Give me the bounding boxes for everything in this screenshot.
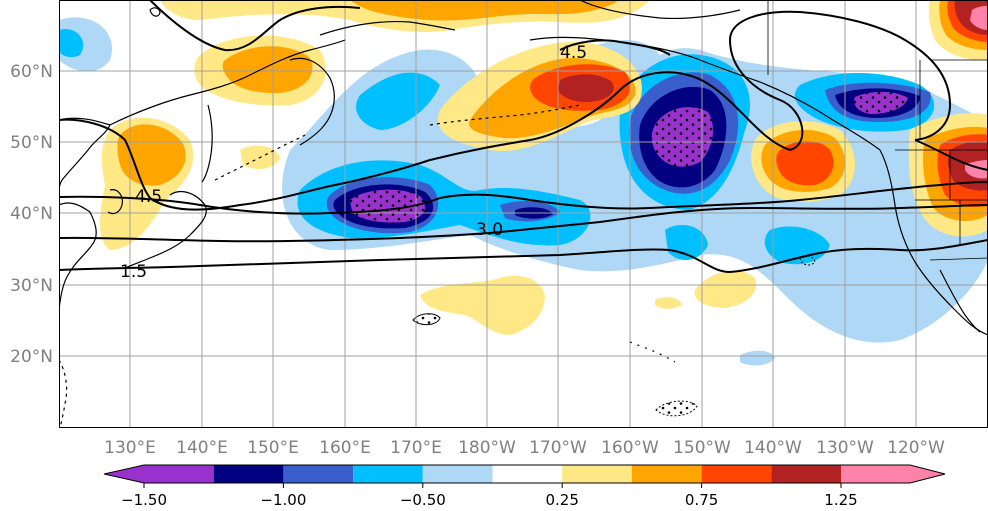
map-panel: 4.5 3.0 1.5 4.5 <box>59 0 988 428</box>
contour-label: 4.5 <box>560 43 587 63</box>
contour-labels: 4.5 3.0 1.5 4.5 <box>120 43 587 282</box>
coastline-sakhalin <box>201 104 213 183</box>
colorbar-segment <box>492 465 563 483</box>
coastline-kamchatka <box>289 57 335 146</box>
lat-tick-label: 60°N <box>10 62 53 82</box>
colorbar-segment <box>353 465 423 483</box>
coastline-asia <box>59 202 97 311</box>
lon-tick-label: 170°W <box>529 438 587 458</box>
lon-tick-label: 140°W <box>744 438 802 458</box>
colorbar-extend-low <box>104 465 144 483</box>
significance-stipple <box>350 189 425 223</box>
border-us-mexico <box>929 257 988 261</box>
lon-tick-label: 170°E <box>390 438 442 458</box>
neg-anomaly-region <box>59 29 84 58</box>
pos-anomaly-region <box>776 141 834 186</box>
colorbar-tick-label: −1.50 <box>121 491 167 509</box>
colorbar-segment <box>631 465 702 483</box>
colorbar: −1.50 −1.00 −0.50 0.25 0.75 1.25 <box>103 464 946 509</box>
anomaly-shading <box>59 0 988 417</box>
colorbar-segment <box>841 465 910 483</box>
contour-label: 1.5 <box>120 262 147 282</box>
coastline-na-west <box>879 149 988 336</box>
colorbar-segment <box>213 465 284 483</box>
colorbar-tick-label: 0.25 <box>545 491 578 509</box>
contour-line <box>59 204 988 243</box>
border-us-states <box>915 150 988 245</box>
lon-tick-label: 120°W <box>887 438 945 458</box>
coastline-kuril <box>214 134 306 181</box>
pos-anomaly-region <box>420 275 545 335</box>
colorbar-tick-label: −0.50 <box>400 491 446 509</box>
colorbar-extend-high <box>910 465 945 483</box>
contour-label: 4.5 <box>135 187 162 207</box>
coastline-polar <box>579 0 741 20</box>
coastline-russia <box>109 39 346 126</box>
colorbar-segment <box>283 465 354 483</box>
neg-anomaly-region <box>356 72 440 130</box>
coastline-small-island <box>149 7 161 17</box>
lat-axis: 60°N 50°N 40°N 30°N 20°N <box>10 62 53 367</box>
colorbar-segment <box>422 465 493 483</box>
lon-tick-label: 180°W <box>458 438 516 458</box>
contour-line <box>59 10 952 211</box>
contour-line <box>914 139 988 171</box>
lon-tick-label: 130°W <box>816 438 874 458</box>
significance-stipple <box>651 107 714 167</box>
coastline-baja <box>939 269 981 333</box>
lat-tick-label: 50°N <box>10 133 53 153</box>
pos-anomaly-region <box>117 124 186 186</box>
coastline-japan <box>124 191 207 269</box>
colorbar-segment <box>701 465 772 483</box>
lon-tick-label: 150°W <box>673 438 731 458</box>
pos-anomaly-region <box>694 270 756 308</box>
coastline-asia <box>59 117 111 191</box>
border-canada-provinces <box>919 59 988 140</box>
pos-anomaly-region <box>655 297 682 309</box>
colorbar-tick-label: 1.25 <box>824 491 857 509</box>
colorbar-segment <box>771 465 841 483</box>
colorbar-tick-label: 0.75 <box>685 491 718 509</box>
coastline-chukotka <box>319 21 456 36</box>
lon-tick-label: 160°E <box>319 438 371 458</box>
lon-tick-label: 160°W <box>601 438 659 458</box>
lon-axis: 130°E 140°E 150°E 160°E 170°E 180°W 170°… <box>104 438 945 458</box>
contour-line <box>149 0 361 52</box>
pos-anomaly-region <box>350 0 620 21</box>
contour-line <box>59 181 988 215</box>
significance-stipple <box>655 400 698 417</box>
coastline-aleutians <box>429 104 581 126</box>
contour-line <box>59 239 988 274</box>
coastline-korea <box>107 189 123 215</box>
colorbar-ticks <box>143 483 842 488</box>
colorbar-tick-label: −1.00 <box>260 491 306 509</box>
coastlines <box>59 0 988 428</box>
significance-stipple <box>412 313 441 326</box>
contour-label: 3.0 <box>476 220 503 240</box>
lon-tick-label: 130°E <box>104 438 156 458</box>
pos-anomaly-core <box>970 5 988 30</box>
lon-tick-label: 150°E <box>247 438 299 458</box>
significance-stipple <box>854 91 908 114</box>
contour-line <box>559 39 671 56</box>
lat-tick-label: 30°N <box>10 276 53 296</box>
lon-tick-label: 140°E <box>176 438 228 458</box>
neg-anomaly-region <box>740 350 775 366</box>
pos-anomaly-region <box>222 46 313 94</box>
pos-anomaly-region <box>558 74 614 103</box>
country-borders <box>767 0 988 261</box>
lat-tick-label: 20°N <box>10 347 53 367</box>
lat-tick-label: 40°N <box>10 204 53 224</box>
colorbar-segment <box>562 465 632 483</box>
contour-lines <box>59 0 988 274</box>
colorbar-segment <box>144 465 214 483</box>
